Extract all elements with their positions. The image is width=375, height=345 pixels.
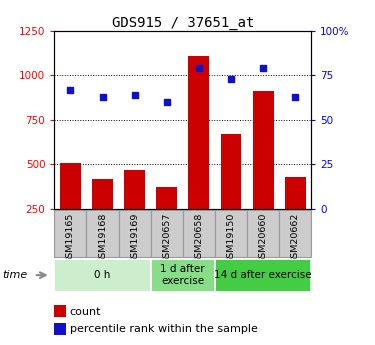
Bar: [54, 305, 66, 317]
Title: GDS915 / 37651_at: GDS915 / 37651_at: [112, 16, 254, 30]
Bar: [156, 187, 177, 209]
Bar: [92, 178, 113, 209]
Bar: [54, 259, 151, 292]
Point: [132, 92, 138, 98]
Text: GSM20660: GSM20660: [259, 212, 268, 264]
Text: GSM19168: GSM19168: [98, 212, 107, 264]
Text: GSM19169: GSM19169: [130, 212, 139, 264]
Bar: [183, 210, 215, 257]
Bar: [220, 134, 242, 209]
Text: 1 d after
exercise: 1 d after exercise: [160, 264, 205, 286]
Bar: [60, 162, 81, 209]
Bar: [151, 259, 215, 292]
Point: [68, 87, 74, 92]
Bar: [124, 170, 145, 209]
Text: GSM20658: GSM20658: [194, 212, 203, 264]
Point: [292, 94, 298, 100]
Text: 0 h: 0 h: [94, 270, 111, 280]
Bar: [188, 56, 209, 209]
Text: GSM20657: GSM20657: [162, 212, 171, 264]
Text: 14 d after exercise: 14 d after exercise: [214, 270, 312, 280]
Bar: [253, 91, 273, 209]
Bar: [285, 177, 306, 209]
Text: time: time: [2, 270, 27, 280]
Text: GSM19165: GSM19165: [66, 212, 75, 264]
Bar: [151, 210, 183, 257]
Point: [99, 94, 105, 100]
Point: [196, 66, 202, 71]
Text: GSM20662: GSM20662: [291, 212, 300, 264]
Bar: [118, 210, 151, 257]
Text: count: count: [70, 307, 101, 316]
Text: GSM19150: GSM19150: [226, 212, 236, 264]
Bar: [247, 210, 279, 257]
Point: [228, 76, 234, 82]
Point: [164, 99, 170, 105]
Bar: [54, 323, 66, 335]
Bar: [215, 259, 311, 292]
Text: percentile rank within the sample: percentile rank within the sample: [70, 324, 258, 334]
Bar: [87, 210, 118, 257]
Bar: [54, 210, 87, 257]
Bar: [279, 210, 311, 257]
Bar: [215, 210, 247, 257]
Point: [260, 66, 266, 71]
